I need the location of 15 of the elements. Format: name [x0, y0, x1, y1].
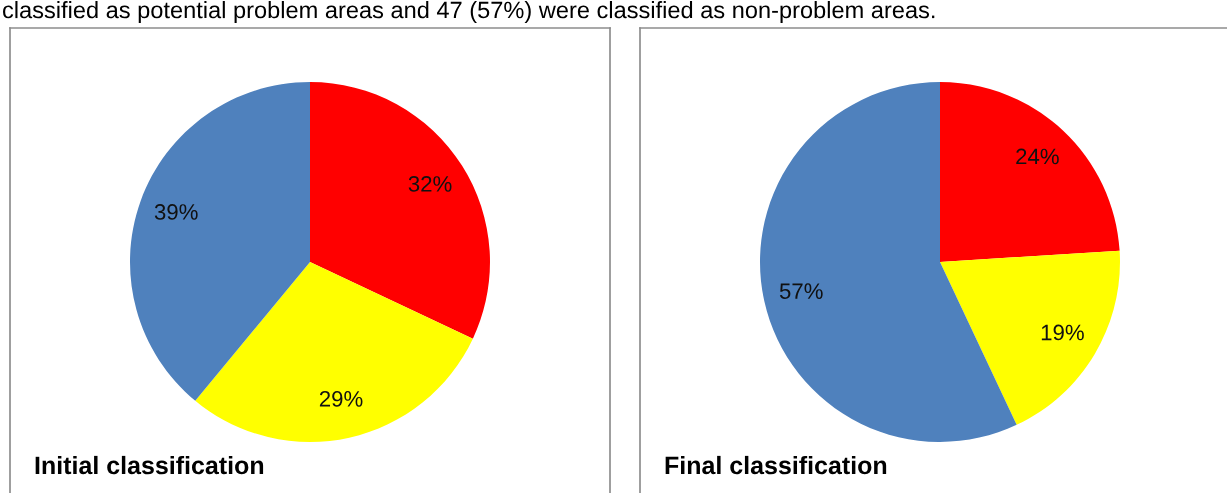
text: Final classification	[665, 455, 887, 475]
data-label: 19%	[1041, 324, 1084, 341]
pie-slice	[310, 82, 490, 339]
data-label: 32%	[408, 176, 452, 192]
pie-slice	[130, 82, 310, 401]
pie-slice	[760, 82, 1017, 442]
data-label: 39%	[154, 204, 198, 220]
data-label: 57%	[779, 283, 823, 299]
pie-slice	[195, 262, 473, 442]
data-label: 29%	[319, 391, 363, 407]
text: classified as potential problem areas and 47 (57%) were classified as non-problem areas.	[3, 1, 935, 24]
pie-slice	[940, 82, 1120, 262]
data-label: 24%	[1016, 148, 1059, 165]
text: Initial classification	[35, 455, 264, 475]
pie-slice	[940, 250, 1120, 425]
